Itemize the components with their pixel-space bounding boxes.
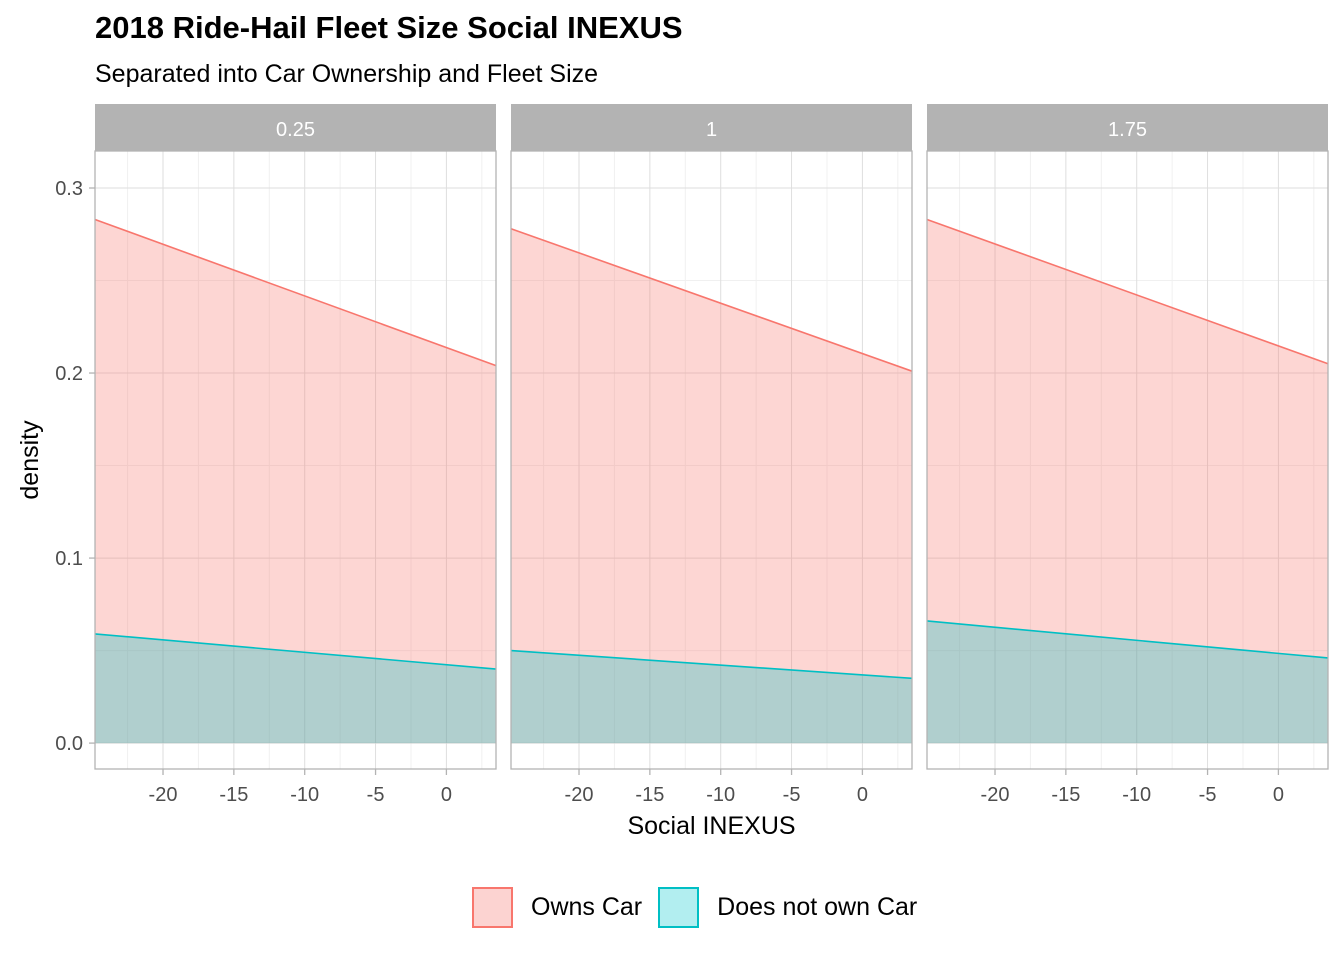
facet-0_25-panel [95, 151, 496, 769]
y-tick-label: 0.3 [55, 178, 83, 200]
facet-1-area-owns-car [511, 228, 912, 744]
y-axis-title: density [16, 420, 44, 500]
facet-1-strip-label: 1 [706, 119, 717, 141]
facet-1-x-tick-label: -10 [706, 784, 735, 806]
facet-1_75-x-tick-label: -10 [1122, 784, 1151, 806]
facet-0_25-line-owns-car [94, 218, 497, 367]
facet-1_75-x-tick-label: -15 [1051, 784, 1080, 806]
facet-1_75-x-tick-label: -20 [981, 784, 1010, 806]
facet-1_75-area-does-not-own-car [927, 620, 1328, 744]
facet-0_25-area-owns-car [95, 219, 496, 744]
chart-title: 2018 Ride-Hail Fleet Size Social INEXUS [95, 10, 683, 45]
facet-0_25-x-tick-label: -5 [367, 784, 385, 806]
facet-1_75-area-owns-car [927, 219, 1328, 744]
facet-1-strip [511, 104, 912, 151]
facet-1_75-line-does-not-own-car [926, 620, 1329, 659]
facet-1-x-tick-label: -5 [783, 784, 801, 806]
facet-0_25-strip-label: 0.25 [276, 119, 315, 141]
facet-1-panel [511, 151, 912, 769]
facet-0_25-panel-border [94, 150, 497, 770]
facet-1-x-tick-label: -15 [635, 784, 664, 806]
facet-1_75-x-tick-label: 0 [1273, 784, 1284, 806]
legend-key-does-not-own-car [658, 886, 700, 928]
y-tick-label: 0.2 [55, 363, 83, 385]
facet-1-area-does-not-own-car [511, 650, 912, 744]
facet-1-line-does-not-own-car [510, 649, 913, 680]
facet-1_75-strip-label: 1.75 [1108, 119, 1147, 141]
facet-1_75-x-tick-label: -5 [1199, 784, 1217, 806]
facet-1_75-strip [927, 104, 1328, 151]
facet-1_75-panel [927, 151, 1328, 769]
facet-1_75-line-owns-car [926, 218, 1329, 365]
facet-1_75-panel-border [926, 150, 1329, 770]
legend-label-does-not-own-car: Does not own Car [717, 892, 918, 921]
facet-1-x-tick-label: 0 [857, 784, 868, 806]
facet-0_25-x-tick-label: -15 [219, 784, 248, 806]
facet-0_25-x-tick-label: -10 [290, 784, 319, 806]
facet-0_25-x-tick-label: 0 [441, 784, 452, 806]
facet-0_25-area-does-not-own-car [95, 633, 496, 744]
y-tick-label: 0.0 [55, 733, 83, 755]
facet-0_25-line-does-not-own-car [94, 633, 497, 670]
chart-subtitle: Separated into Car Ownership and Fleet S… [95, 60, 599, 88]
legend-key-owns-car [472, 886, 513, 928]
y-tick-label: 0.1 [55, 548, 83, 570]
facet-0_25-x-tick-label: -20 [149, 784, 178, 806]
faceted-density-chart: 0.25 -20 -15 -10 -5 0 1 -20 -15 -10 -5 0 1.75 -20 -15 -… [16, 104, 1329, 840]
x-axis-title: Social INEXUS [627, 812, 795, 840]
facet-1-x-tick-label: -20 [565, 784, 594, 806]
facet-1-line-owns-car [510, 227, 913, 372]
legend-label-owns-car: Owns Car [531, 892, 643, 921]
facet-1-panel-border [510, 150, 913, 770]
facet-0_25-strip [95, 104, 496, 151]
legend: Owns Car Does not own Car [472, 885, 933, 929]
